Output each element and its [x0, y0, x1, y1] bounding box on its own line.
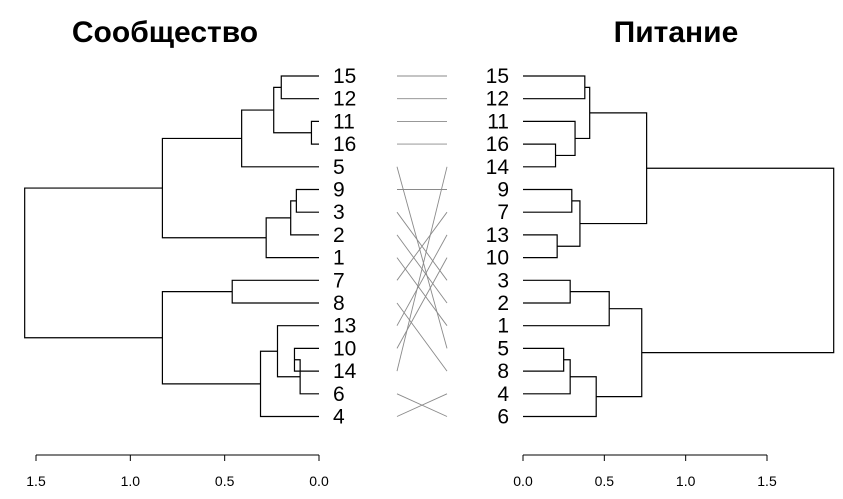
right-dendrogram-branch	[523, 120, 576, 157]
left-leaf-label: 5	[333, 156, 345, 179]
left-leaf-label: 6	[333, 383, 345, 406]
right-leaf-label: 3	[497, 269, 509, 292]
left-axis: 1.5 1.0 0.5 0.0	[26, 454, 329, 489]
right-leaf-label: 6	[497, 406, 509, 429]
left-leaf-label: 13	[333, 315, 356, 338]
left-leaf-label: 12	[333, 88, 356, 111]
leaf-connector	[396, 166, 448, 349]
right-axis-tick-label: 1.0	[676, 473, 696, 489]
right-dendrogram-branch	[523, 234, 558, 259]
left-axis-tick-label: 0.0	[309, 473, 329, 489]
left-dendrogram-branch	[295, 188, 319, 213]
right-leaf-label: 14	[486, 156, 510, 179]
left-dendrogram-branch	[231, 279, 319, 304]
left-dendrogram-branch	[276, 325, 319, 378]
left-leaf-label: 3	[333, 201, 345, 224]
left-leaf-label: 10	[333, 337, 356, 360]
left-leaf-label: 8	[333, 292, 345, 315]
left-leaf-label: 16	[333, 133, 356, 156]
right-axis-tick-label: 1.5	[757, 473, 777, 489]
right-leaf-label: 15	[486, 65, 509, 88]
leaf-connector	[396, 166, 448, 372]
right-axis-tick-label: 0.5	[595, 473, 615, 489]
left-leaf-label: 1	[333, 247, 345, 270]
right-leaf-label: 11	[487, 110, 509, 133]
left-axis-tick-label: 0.5	[215, 473, 235, 489]
left-leaf-label: 4	[333, 406, 345, 429]
right-dendrogram-branch	[523, 279, 571, 304]
left-dendrogram-branch	[161, 137, 267, 239]
right-leaf-label: 4	[497, 383, 509, 406]
left-dendrogram-branch	[161, 291, 261, 385]
right-leaf-label: 9	[497, 179, 509, 202]
left-dendrogram-branch	[273, 86, 312, 134]
left-leaf-label: 2	[333, 224, 345, 247]
leaf-connector	[396, 393, 448, 417]
left-leaf-label: 7	[333, 269, 345, 292]
right-leaf-label: 13	[486, 224, 509, 247]
leaf-connector	[396, 211, 448, 281]
right-dendrogram-branch	[523, 188, 573, 213]
left-dendrogram-title: Сообщество	[72, 16, 258, 49]
right-dendrogram-branch	[596, 308, 643, 398]
right-leaf-label: 8	[497, 360, 509, 383]
leaf-connector	[396, 234, 448, 326]
left-dendrogram-branch	[293, 347, 319, 372]
right-dendrogram	[523, 75, 835, 418]
left-leaf-label: 15	[333, 65, 356, 88]
right-dendrogram-branch	[641, 167, 835, 354]
right-leaf-label: 12	[486, 88, 509, 111]
left-leaf-label: 14	[333, 360, 357, 383]
right-leaf-label: 5	[497, 337, 509, 360]
left-dendrogram-branch	[259, 350, 319, 418]
left-dendrogram-branch	[24, 187, 163, 339]
right-dendrogram-branch	[523, 75, 586, 100]
leaf-connectors	[396, 75, 448, 417]
left-dendrogram	[24, 75, 319, 418]
right-dendrogram-branch	[575, 86, 591, 140]
right-leaf-label: 1	[497, 315, 509, 338]
right-dendrogram-branch	[523, 143, 557, 168]
left-axis-tick-label: 1.0	[121, 473, 141, 489]
right-leaf-label: 16	[486, 133, 509, 156]
right-leaf-label: 10	[486, 247, 509, 270]
left-dendrogram-branch	[241, 109, 319, 168]
right-dendrogram-branch	[523, 291, 610, 327]
left-dendrogram-branch	[265, 217, 319, 259]
right-axis-tick-label: 0.0	[513, 473, 533, 489]
left-dendrogram-branch	[280, 75, 319, 100]
right-axis: 0.0 0.5 1.0 1.5	[513, 454, 777, 489]
leaf-connector	[396, 302, 448, 372]
right-leaf-label: 2	[497, 292, 509, 315]
right-leaf-label: 7	[497, 201, 509, 224]
right-dendrogram-branch	[523, 359, 571, 395]
right-dendrogram-branch	[523, 376, 597, 418]
left-leaf-label: 11	[333, 110, 355, 133]
left-axis-tick-label: 1.5	[26, 473, 46, 489]
left-dendrogram-branch	[310, 120, 319, 145]
right-dendrogram-title: Питание	[614, 16, 739, 49]
right-dendrogram-branch	[557, 200, 581, 247]
leaf-connector	[396, 257, 448, 349]
left-dendrogram-branch	[290, 200, 319, 236]
right-dendrogram-branch	[523, 347, 565, 372]
left-leaf-label: 9	[333, 179, 345, 202]
